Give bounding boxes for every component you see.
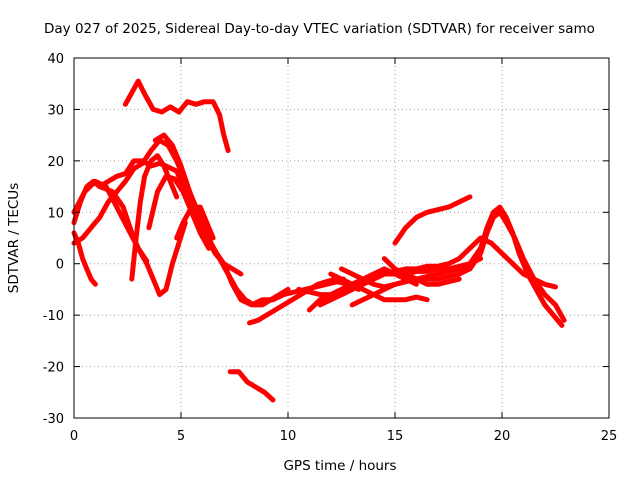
series-line-arc-20 (392, 194, 473, 246)
chart-title: Day 027 of 2025, Sidereal Day-to-day VTE… (44, 21, 595, 37)
y-tick-label: -30 (43, 412, 64, 427)
y-tick-label: 40 (47, 52, 64, 67)
y-axis-label: SDTVAR / TECUs (6, 183, 22, 293)
y-tick-label: -20 (43, 361, 64, 376)
x-tick-label: 15 (387, 429, 404, 444)
series-line-arc-12 (247, 276, 347, 326)
series-line-arc-16 (328, 271, 430, 303)
x-tick-label: 10 (280, 429, 297, 444)
series-line-arc-10 (152, 132, 244, 277)
series-line-arc-22 (510, 261, 558, 290)
series-line-arc-6 (97, 184, 188, 298)
y-tick-label: -10 (43, 309, 64, 324)
series-line-arc-11 (227, 369, 276, 403)
x-axis-label: GPS time / hours (283, 458, 396, 474)
x-tick-label: 25 (601, 429, 618, 444)
series-line-arc-1 (122, 78, 231, 154)
x-tick-label: 5 (177, 429, 185, 444)
y-tick-label: 30 (47, 103, 64, 118)
y-tick-label: 10 (47, 206, 64, 221)
series-line-arc-4 (71, 230, 98, 287)
y-tick-label: 20 (47, 155, 64, 170)
x-tick-label: 0 (70, 429, 78, 444)
series-line-arc-21 (456, 204, 565, 328)
plot-frame (73, 57, 610, 419)
y-tick-label: 0 (56, 258, 64, 273)
x-tick-label: 20 (494, 429, 511, 444)
series-line-arc-15 (317, 235, 516, 308)
series-line-arc-8 (146, 173, 212, 251)
axis-ticks: 0 5 10 15 20 25 -30 -20 -10 0 10 20 30 40 (43, 52, 618, 444)
data-series (71, 78, 567, 403)
series-line-arc-19 (381, 256, 462, 287)
series-line-arc-7 (129, 153, 180, 282)
